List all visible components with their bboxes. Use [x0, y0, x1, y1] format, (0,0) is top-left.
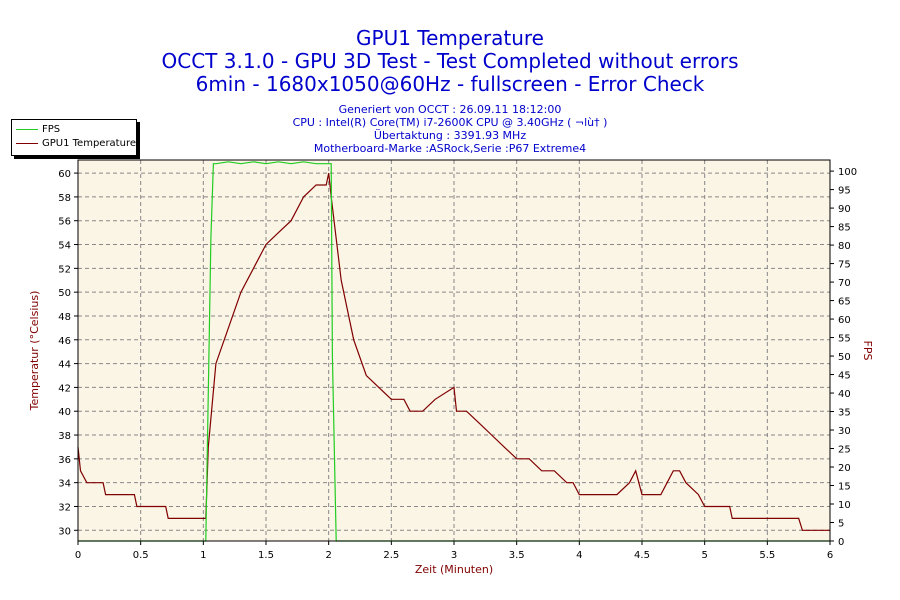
- x-tick-label: 1: [200, 550, 206, 561]
- y-right-tick-label: 100: [838, 167, 857, 178]
- x-axis-label: Zeit (Minuten): [415, 563, 493, 576]
- y-right-tick-label: 55: [838, 334, 851, 345]
- x-tick-label: 4.5: [634, 550, 650, 561]
- y-left-tick-label: 30: [58, 526, 71, 537]
- y-right-tick-label: 50: [838, 352, 851, 363]
- y-left-tick-label: 44: [58, 360, 71, 371]
- y-left-tick-label: 48: [58, 312, 71, 323]
- y-right-tick-label: 40: [838, 389, 851, 400]
- series-line-gpu1-temperature: [77, 172, 830, 531]
- y-right-tick-label: 35: [838, 408, 851, 419]
- y-right-tick-label: 30: [838, 426, 851, 437]
- chart-subtitle-mode: 6min - 1680x1050@60Hz - fullscreen - Err…: [195, 72, 705, 96]
- legend-item-temperature: GPU1 Temperature: [16, 137, 136, 150]
- x-tick-label: 5.5: [759, 550, 775, 561]
- y-right-tick-label: 25: [838, 445, 851, 456]
- y-right-tick-label: 75: [838, 260, 851, 271]
- y-left-tick-label: 34: [58, 479, 71, 490]
- y-right-tick-label: 95: [838, 186, 851, 197]
- info-generated: Generiert von OCCT : 26.09.11 18:12:00: [338, 103, 562, 116]
- info-cpu: CPU : Intel(R) Core(TM) i7-2600K CPU @ 3…: [292, 116, 608, 129]
- y-left-tick-label: 36: [58, 455, 71, 466]
- x-tick-label: 4: [576, 550, 582, 561]
- legend-swatch-fps: [16, 129, 38, 130]
- y-right-tick-label: 70: [838, 278, 851, 289]
- y-right-tick-label: 90: [838, 204, 851, 215]
- y-left-tick-label: 56: [58, 217, 71, 228]
- x-tick-label: 1.5: [258, 550, 274, 561]
- y-left-tick-label: 50: [58, 288, 71, 299]
- info-motherboard: Motherboard-Marke :ASRock,Serie :P67 Ext…: [313, 142, 587, 155]
- series-line-fps: [78, 161, 830, 542]
- y-right-tick-label: 10: [838, 500, 851, 511]
- legend-label-temperature: GPU1 Temperature: [42, 138, 136, 149]
- y-left-tick-label: 38: [58, 431, 71, 442]
- y-left-tick-label: 40: [58, 407, 71, 418]
- x-tick-label: 2: [325, 550, 331, 561]
- y-right-tick-label: 80: [838, 241, 851, 252]
- x-tick-label: 0: [75, 550, 81, 561]
- y-right-tick-label: 5: [838, 519, 844, 530]
- x-tick-label: 3.5: [509, 550, 525, 561]
- y-left-axis-label: Temperatur (°Celsius): [28, 291, 41, 412]
- legend-swatch-temperature: [16, 143, 38, 144]
- y-left-tick-label: 54: [58, 241, 71, 252]
- legend-item-fps: FPS: [16, 123, 60, 136]
- y-left-tick-label: 52: [58, 264, 71, 275]
- x-tick-label: 6: [827, 550, 833, 561]
- chart-title: GPU1 Temperature: [356, 26, 544, 50]
- y-right-tick-label: 20: [838, 463, 851, 474]
- y-right-tick-label: 45: [838, 371, 851, 382]
- x-tick-label: 5: [701, 550, 707, 561]
- legend: FPS GPU1 Temperature: [11, 119, 137, 156]
- x-tick-label: 3: [451, 550, 457, 561]
- y-right-tick-label: 65: [838, 297, 851, 308]
- x-tick-label: 0.5: [133, 550, 149, 561]
- y-right-tick-label: 85: [838, 223, 851, 234]
- plot-frame: [77, 159, 831, 542]
- x-tick-label: 2.5: [383, 550, 399, 561]
- legend-label-fps: FPS: [42, 124, 61, 135]
- info-overclock: Übertaktung : 3391.93 MHz: [373, 129, 527, 142]
- y-right-axis-label: FPS: [861, 341, 874, 361]
- chart-subtitle-test: OCCT 3.1.0 - GPU 3D Test - Test Complete…: [161, 49, 739, 73]
- y-right-tick-label: 0: [838, 537, 844, 548]
- y-left-tick-label: 58: [58, 193, 71, 204]
- y-right-tick-label: 15: [838, 482, 851, 493]
- y-right-tick-label: 60: [838, 315, 851, 326]
- y-left-tick-label: 42: [58, 383, 71, 394]
- y-left-tick-label: 60: [58, 169, 71, 180]
- y-left-tick-label: 46: [58, 336, 71, 347]
- y-left-tick-label: 32: [58, 502, 71, 513]
